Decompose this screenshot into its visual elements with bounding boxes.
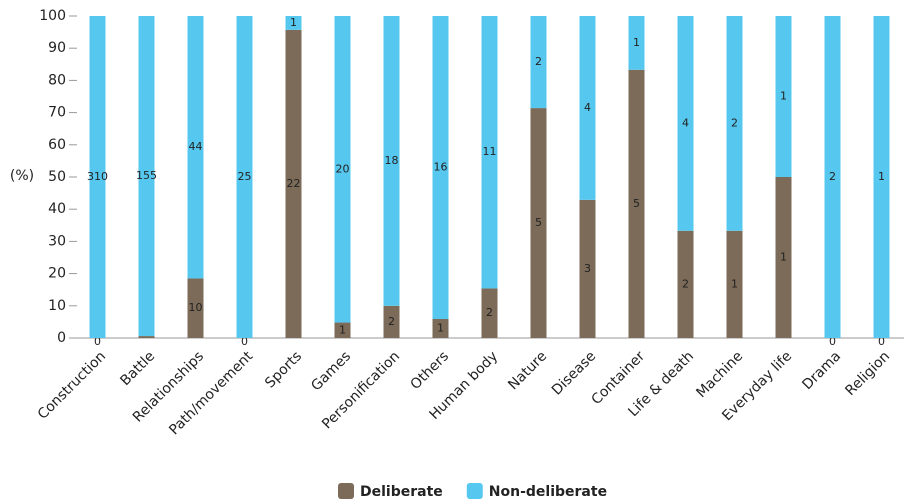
bar-segment: [432, 319, 449, 338]
data-label: 0: [241, 335, 248, 348]
bar-segment: [383, 16, 400, 306]
data-label: 18: [385, 154, 399, 167]
bar-segment: [334, 322, 351, 338]
data-label: 1: [731, 277, 738, 290]
data-label: 2: [535, 55, 542, 68]
x-tick-label: Others: [408, 348, 453, 393]
bar-segment: [677, 16, 694, 231]
bar-segment: [481, 16, 498, 289]
x-tick-label: Drama: [799, 348, 844, 393]
bar-segment: [138, 336, 155, 338]
data-label: 0: [94, 335, 101, 348]
x-tick-label: Games: [308, 348, 354, 394]
x-tick-label: Disease: [549, 348, 599, 398]
y-tick-label: 100: [39, 8, 66, 24]
bar-segment: [383, 305, 400, 338]
x-tick-label: Battle: [117, 348, 158, 389]
data-label: 4: [584, 101, 591, 114]
x-tick-label: Construction: [35, 348, 109, 422]
legend-label: Deliberate: [360, 484, 443, 500]
y-tick-label: 30: [48, 233, 66, 249]
data-label: 2: [829, 170, 836, 183]
data-label: 1: [339, 323, 346, 336]
data-label: 16: [434, 161, 448, 174]
y-tick-label: 10: [48, 298, 66, 314]
bar-segment: [432, 16, 449, 320]
bar-segment: [726, 16, 743, 231]
bar-segment: [775, 177, 792, 338]
x-tick-label: Religion: [842, 348, 893, 399]
legend-label: Non-deliberate: [489, 484, 607, 500]
bar-segment: [579, 199, 596, 338]
bar-segment: [726, 230, 743, 338]
y-tick-label: 80: [48, 72, 66, 88]
data-label: 1: [780, 90, 787, 103]
y-tick-label: 70: [48, 105, 66, 121]
bar-segment: [89, 16, 106, 338]
bar-segment: [187, 16, 204, 279]
x-tick-label: Sports: [262, 348, 305, 391]
bar-segment: [530, 108, 547, 338]
bar-segment: [334, 16, 351, 323]
data-label: 2: [731, 116, 738, 129]
bar-segment: [285, 16, 302, 30]
y-tick-label: 90: [48, 40, 66, 56]
data-label: 3: [584, 262, 591, 275]
data-label: 22: [287, 177, 301, 190]
data-label: 20: [336, 162, 350, 175]
bar-segment: [187, 278, 204, 338]
y-tick-label: 50: [48, 169, 66, 185]
data-label: 310: [87, 170, 108, 183]
y-tick-label: 0: [57, 330, 66, 346]
bar-segment: [285, 29, 302, 338]
x-tick-label: Path/movement: [166, 348, 256, 438]
bar-segment: [824, 16, 841, 338]
data-label: 155: [136, 169, 157, 182]
data-label: 5: [633, 197, 640, 210]
y-tick-label: 60: [48, 137, 66, 153]
data-label: 1: [878, 170, 885, 183]
data-label: 2: [682, 277, 689, 290]
data-label: 1: [437, 322, 444, 335]
data-label: 44: [189, 140, 203, 153]
data-label: 2: [486, 306, 493, 319]
data-label: 11: [483, 145, 497, 158]
bar-segment: [579, 16, 596, 200]
data-label: 25: [238, 170, 252, 183]
data-label: 2: [388, 315, 395, 328]
data-label: 1: [780, 251, 787, 264]
bar-segment: [775, 16, 792, 177]
bar-segment: [236, 16, 253, 338]
y-tick-label: 40: [48, 201, 66, 217]
bar-segment: [481, 288, 498, 338]
bar-segment: [873, 16, 890, 338]
data-label: 4: [682, 116, 689, 129]
bar-segment: [677, 230, 694, 338]
y-tick-label: 20: [48, 266, 66, 282]
data-label: 1: [633, 36, 640, 49]
data-label: 1: [290, 16, 297, 29]
bar-segment: [138, 16, 155, 337]
data-label: 5: [535, 216, 542, 229]
y-axis-label: (%): [10, 168, 34, 184]
data-label: 0: [878, 335, 885, 348]
bar-segment: [628, 69, 645, 339]
bar-segment: [628, 16, 645, 70]
legend-swatch: [466, 483, 483, 499]
x-tick-label: Nature: [505, 348, 550, 393]
bar-segment: [530, 16, 547, 109]
data-label: 10: [189, 301, 203, 314]
legend-swatch: [338, 483, 354, 499]
data-label: 0: [829, 335, 836, 348]
